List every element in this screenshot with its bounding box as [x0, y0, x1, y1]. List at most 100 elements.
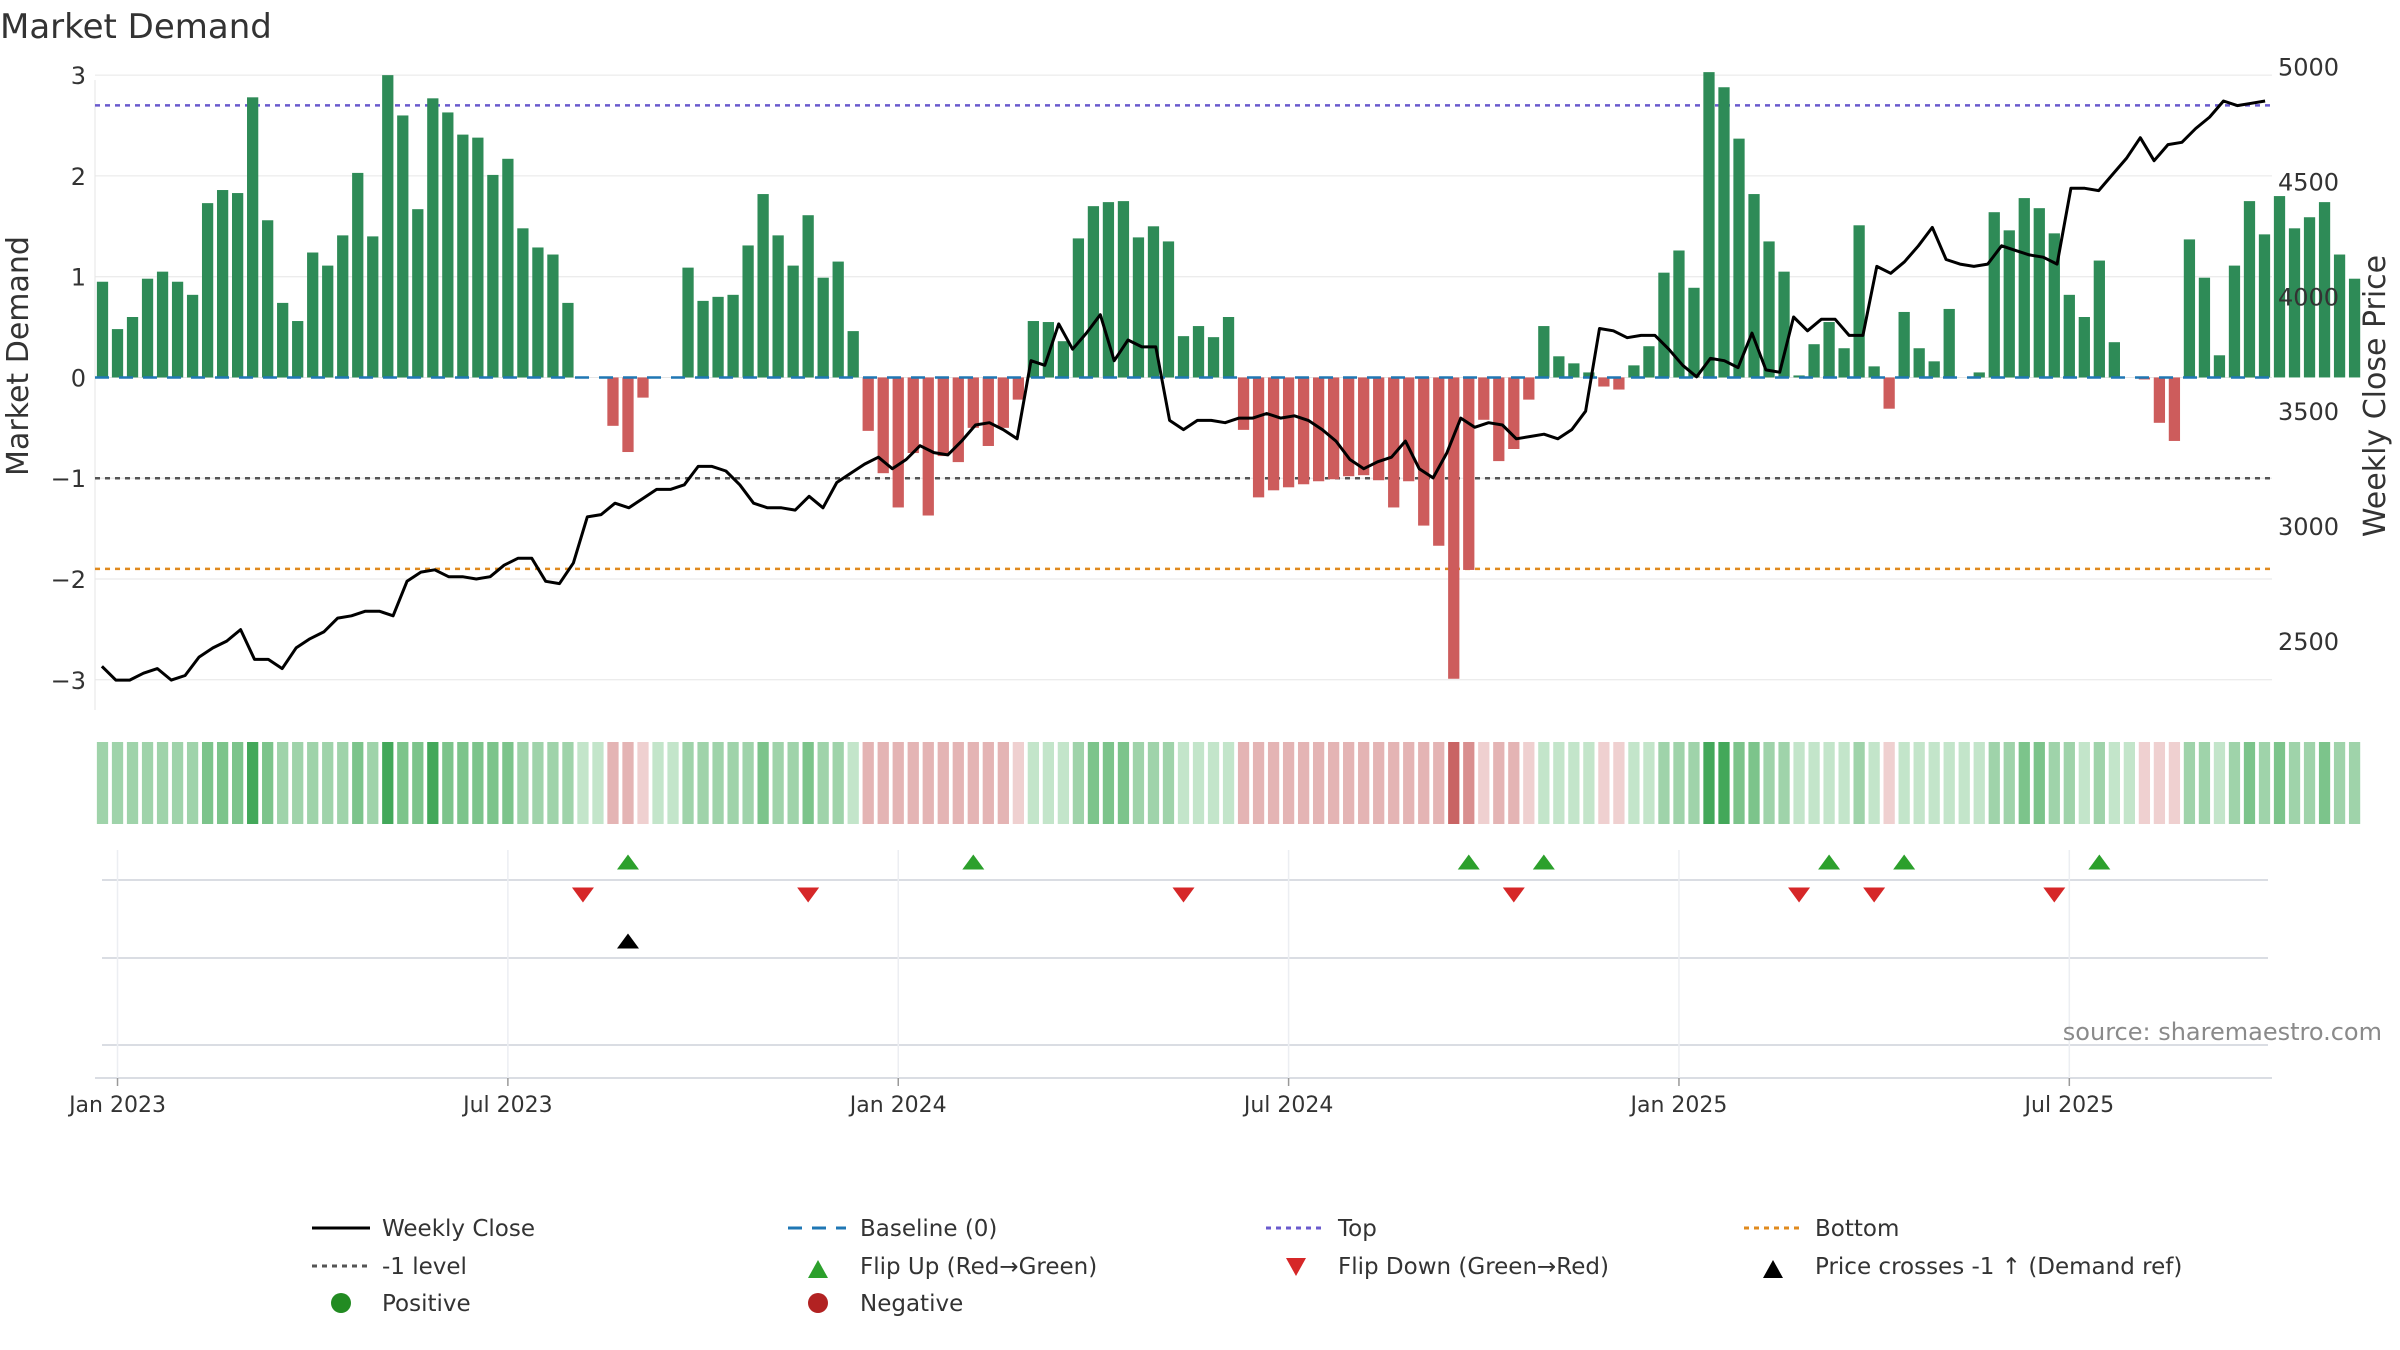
- demand-bar: [517, 228, 529, 378]
- heat-cell: [862, 742, 874, 824]
- main-gridlines: [94, 74, 2272, 710]
- demand-bar: [1928, 361, 1940, 378]
- heat-cell: [1583, 742, 1595, 824]
- heat-cell: [1643, 742, 1655, 824]
- heat-cell: [1012, 742, 1024, 824]
- demand-bar: [1628, 365, 1640, 378]
- heat-cell: [96, 742, 109, 824]
- heat-cell: [967, 742, 979, 824]
- demand-bar: [2063, 294, 2075, 378]
- heat-cell: [2273, 742, 2286, 824]
- demand-bar: [111, 329, 124, 378]
- heat-cell: [1418, 742, 1430, 824]
- demand-bar: [1418, 377, 1430, 526]
- x-tick-label: Jul 2024: [1242, 1093, 1334, 1118]
- demand-bar: [2003, 230, 2015, 378]
- y2-tick-label: 4500: [2278, 168, 2339, 196]
- demand-bar: [817, 277, 829, 378]
- positive-dot-icon: [331, 1293, 351, 1313]
- legend-positive-label: Positive: [382, 1291, 471, 1317]
- legend-flip-up-label: Flip Up (Red→Green): [860, 1254, 1097, 1280]
- heat-cell: [1718, 742, 1730, 824]
- legend-positive: Positive: [331, 1291, 471, 1317]
- heat-cell: [1057, 742, 1070, 824]
- heat-cell: [1553, 742, 1565, 824]
- heat-cell: [2003, 742, 2015, 824]
- demand-bar: [877, 377, 889, 474]
- legend-flip-down-label: Flip Down (Green→Red): [1338, 1254, 1609, 1280]
- heat-cell: [2078, 742, 2090, 824]
- demand-bar: [1147, 226, 1160, 378]
- heat-cell: [1328, 742, 1340, 824]
- legend-minus-one: -1 level: [312, 1254, 467, 1280]
- demand-bar: [1222, 317, 1235, 378]
- heat-cell: [1087, 742, 1100, 824]
- heat-cell: [1403, 742, 1415, 824]
- demand-bar: [1733, 138, 1745, 378]
- heat-cell: [712, 742, 724, 824]
- demand-bar: [1838, 348, 1850, 378]
- heat-cell: [186, 742, 199, 824]
- x-axis-ticks: Jan 2023 Jul 2023 Jan 2024 Jul 2024 Jan 2025…: [67, 1078, 2114, 1118]
- heat-cell: [997, 742, 1009, 824]
- y-tick-label: −3: [51, 667, 86, 695]
- demand-bar: [1087, 206, 1100, 378]
- heat-cell: [2213, 742, 2226, 824]
- heat-cell: [802, 742, 814, 824]
- heat-cell: [1733, 742, 1745, 824]
- demand-bar: [1658, 272, 1670, 378]
- demand-bar: [862, 377, 874, 431]
- demand-bar: [2018, 198, 2030, 378]
- heat-cell: [1132, 742, 1145, 824]
- demand-bar: [1177, 336, 1190, 378]
- heat-cell: [141, 742, 154, 824]
- y-tick-label: 3: [71, 62, 86, 90]
- flip-up-marker: [1457, 854, 1480, 870]
- heat-cell: [156, 742, 169, 824]
- flip-up-marker: [616, 854, 639, 870]
- heat-cell: [1613, 742, 1625, 824]
- heat-cell: [1433, 742, 1445, 824]
- demand-bar: [757, 194, 769, 378]
- heat-cell: [1703, 742, 1715, 824]
- y2-tick-label: 5000: [2278, 53, 2339, 81]
- demand-bar: [352, 172, 364, 378]
- source-credit: source: sharemaestro.com: [2063, 1018, 2382, 1046]
- heat-cell: [397, 742, 409, 824]
- heat-cell: [742, 742, 754, 824]
- demand-bar: [742, 245, 754, 378]
- heat-cell: [577, 742, 589, 824]
- demand-bar: [1027, 321, 1039, 378]
- heat-cell: [532, 742, 544, 824]
- demand-bar: [96, 281, 109, 378]
- demand-bar: [1192, 326, 1205, 378]
- demand-bar: [2273, 196, 2286, 378]
- demand-bar: [1282, 377, 1295, 488]
- demand-bar: [1267, 377, 1280, 491]
- legend-price-cross-label: Price crosses -1 ↑ (Demand ref): [1815, 1254, 2182, 1280]
- heat-cell: [216, 742, 229, 824]
- heat-cell: [652, 742, 664, 824]
- heat-cell: [2093, 742, 2105, 824]
- demand-bar: [562, 302, 574, 378]
- demand-bar: [2348, 278, 2361, 378]
- demand-bar: [1297, 377, 1310, 485]
- heat-cell: [1252, 742, 1265, 824]
- heat-cell: [1748, 742, 1760, 824]
- heat-cell: [1943, 742, 1955, 824]
- demand-bar: [171, 281, 184, 378]
- flip-down-icon: [1286, 1258, 1306, 1276]
- demand-bar: [262, 220, 274, 378]
- demand-bar: [1868, 366, 1880, 378]
- demand-bar: [2213, 355, 2226, 378]
- heat-cell: [277, 742, 289, 824]
- heat-cell: [1523, 742, 1535, 824]
- heat-cell: [111, 742, 124, 824]
- demand-bar: [622, 377, 634, 453]
- demand-bar: [2078, 317, 2090, 378]
- legend-top-label: Top: [1337, 1216, 1377, 1242]
- heat-cell: [1358, 742, 1370, 824]
- signal-panels: [95, 850, 2272, 1079]
- heat-cell: [487, 742, 499, 824]
- heat-cell: [1192, 742, 1205, 824]
